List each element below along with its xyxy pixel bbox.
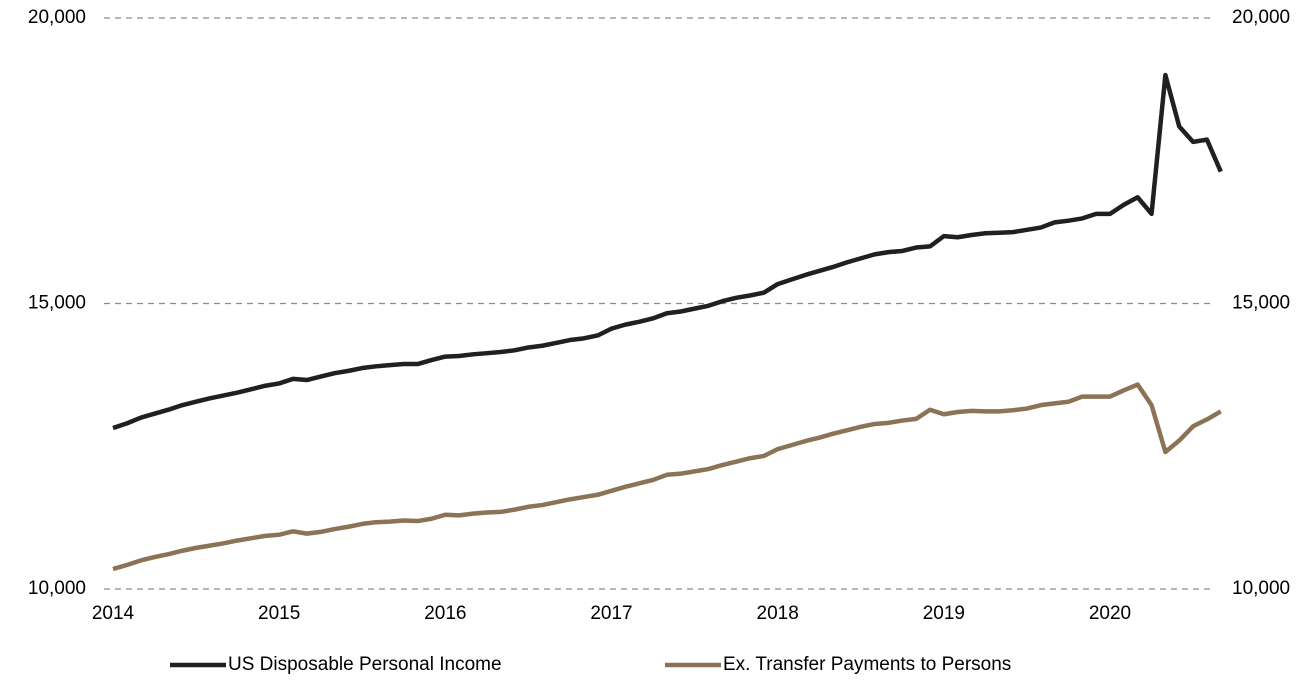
x-tick-label: 2018 — [757, 603, 799, 624]
x-tick-label: 2015 — [258, 603, 300, 624]
x-tick-label: 2014 — [92, 603, 135, 624]
x-tick-label: 2019 — [923, 603, 965, 624]
y2-tick-label: 20,000 — [1232, 7, 1290, 28]
y2-tick-label: 15,000 — [1232, 293, 1290, 314]
y-tick-label: 20,000 — [28, 7, 86, 28]
y-tick-label: 15,000 — [28, 293, 86, 314]
line-series — [112, 72, 1223, 431]
x-tick-label: 2016 — [424, 603, 466, 624]
legend-label: US Disposable Personal Income — [228, 654, 502, 675]
line-series — [112, 382, 1222, 572]
y-tick-label: 10,000 — [28, 578, 86, 599]
legend-label: Ex. Transfer Payments to Persons — [723, 654, 1011, 675]
x-tick-label: 2017 — [590, 603, 632, 624]
x-tick-label: 2020 — [1089, 603, 1131, 624]
y2-tick-label: 10,000 — [1232, 578, 1290, 599]
